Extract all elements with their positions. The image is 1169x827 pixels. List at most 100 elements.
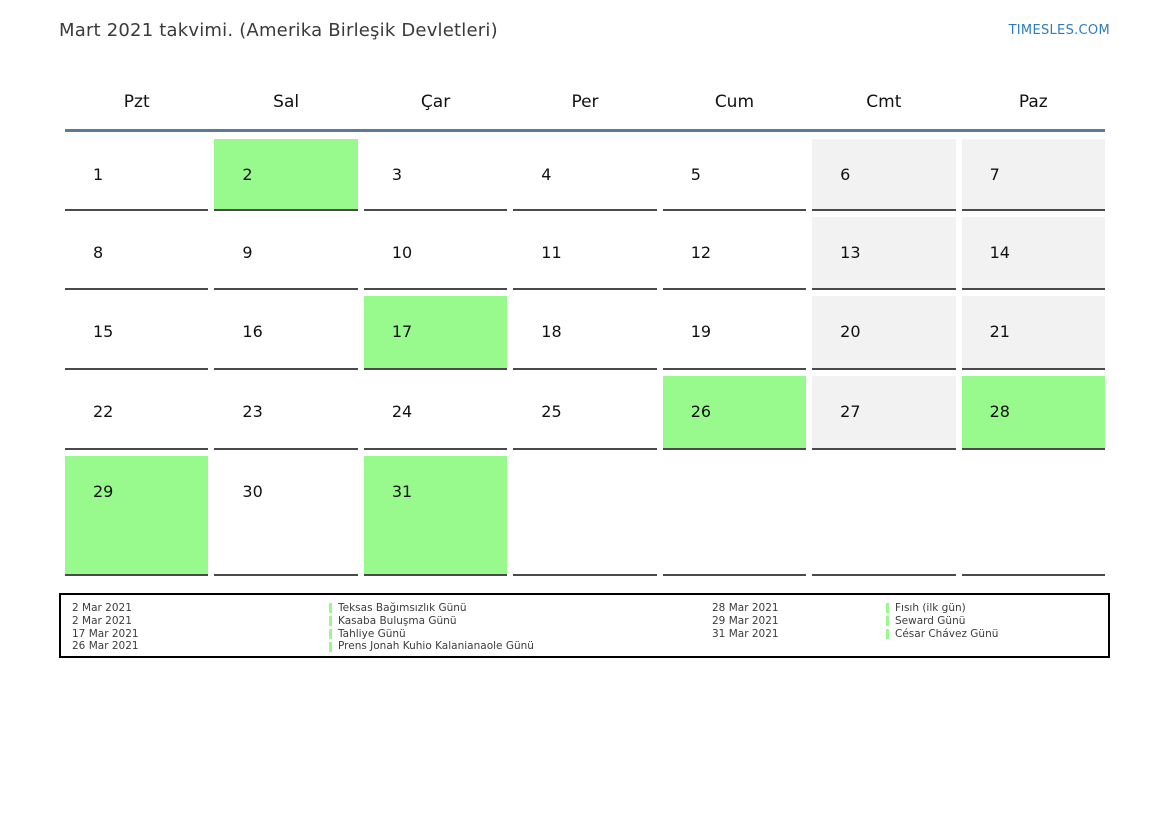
legend-holiday: Seward Günü [886, 615, 1108, 628]
legend-date: 29 Mar 2021 [712, 614, 779, 627]
holiday-marker-icon [329, 628, 332, 639]
day-header: Per [571, 92, 599, 112]
day-number: 10 [391, 243, 413, 262]
month-calendar: Pzt Sal Çar Per Cum Cmt Paz 1 2 3 4 5 6 7 8 9 10 11 12 13 1… [65, 82, 1105, 576]
day-cell: 16 [214, 296, 358, 370]
day-cell: 22 [65, 376, 209, 450]
legend-holiday: Prens Jonah Kuhio Kalanianaole Günü [329, 640, 712, 653]
legend-date: 26 Mar 2021 [72, 640, 139, 653]
day-cell: 15 [65, 296, 209, 370]
legend-date: 28 Mar 2021 [712, 602, 779, 614]
day-number: 29 [93, 482, 114, 501]
legend-holiday: Tahliye Günü [329, 628, 712, 641]
day-cell: 31 [363, 456, 508, 576]
day-cell: 25 [513, 376, 657, 450]
legend-holiday: Fısıh (ilk gün) [886, 602, 1108, 615]
day-cell: 5 [662, 139, 807, 211]
day-number: 12 [690, 243, 712, 262]
empty-cell [961, 456, 1105, 576]
day-number: 11 [541, 243, 562, 262]
legend-date: 31 Mar 2021 [712, 627, 779, 640]
day-number: 13 [840, 243, 861, 262]
day-number: 5 [690, 165, 701, 184]
legend-date-column: 28 Mar 2021 29 Mar 2021 31 Mar 2021 [712, 602, 886, 653]
day-number: 14 [989, 243, 1010, 262]
page-title: Mart 2021 takvimi. (Amerika Birleşik Dev… [59, 20, 498, 41]
day-number: 25 [541, 402, 562, 421]
legend-holiday-name: Kasaba Buluşma Günü [338, 614, 457, 627]
holiday-marker-icon [329, 616, 332, 627]
day-header: Cmt [866, 92, 902, 112]
legend-date: 2 Mar 2021 [72, 602, 132, 614]
holiday-marker-icon [329, 641, 332, 652]
day-header: Çar [420, 92, 451, 112]
header-divider [65, 129, 1105, 132]
brand-link[interactable]: TIMESLES.COM [1008, 23, 1110, 38]
holiday-marker-icon [886, 628, 889, 639]
day-header: Paz [1018, 92, 1048, 112]
legend-holiday-name: Fısıh (ilk gün) [895, 602, 966, 614]
day-cell: 17 [363, 296, 508, 370]
day-number: 26 [690, 402, 712, 421]
day-number: 23 [242, 402, 263, 421]
day-number: 18 [541, 322, 562, 341]
legend-date: 2 Mar 2021 [72, 614, 132, 627]
day-cell: 24 [363, 376, 508, 450]
legend-holiday: César Chávez Günü [886, 628, 1108, 641]
day-cell: 20 [812, 296, 956, 370]
day-number: 19 [690, 322, 712, 341]
legend-holiday-column: Teksas Bağımsızlık Günü Kasaba Buluşma Gü… [329, 602, 712, 653]
legend-holiday-name: Tahliye Günü [338, 627, 406, 640]
day-cell: 30 [214, 456, 358, 576]
day-number: 1 [93, 165, 104, 184]
day-cell: 3 [363, 139, 508, 211]
legend-date-column: 2 Mar 2021 2 Mar 2021 17 Mar 2021 26 Mar 20… [72, 602, 329, 653]
legend-holiday-column: Fısıh (ilk gün) Seward Günü César Chávez G… [886, 602, 1108, 653]
day-number: 3 [391, 165, 403, 184]
legend-holiday-name: César Chávez Günü [895, 627, 999, 640]
day-cell: 18 [513, 296, 657, 370]
day-number: 31 [391, 482, 413, 501]
day-number: 28 [989, 402, 1010, 421]
day-grid: 1 2 3 4 5 6 7 8 9 10 11 12 13 14 15 16 17 18 19 20 21 22 23 24 2… [65, 139, 1105, 576]
day-number: 16 [242, 322, 263, 341]
day-number: 20 [840, 322, 861, 341]
holiday-marker-icon [886, 616, 889, 627]
legend-date: 17 Mar 2021 [72, 627, 139, 640]
day-number: 7 [989, 165, 1000, 184]
day-header-row: Pzt Sal Çar Per Cum Cmt Paz [65, 82, 1105, 122]
day-cell: 9 [214, 217, 358, 290]
day-number: 6 [840, 165, 851, 184]
empty-cell [513, 456, 657, 576]
day-number: 9 [242, 243, 253, 262]
legend-holiday: Teksas Bağımsızlık Günü [329, 602, 712, 615]
day-cell: 14 [961, 217, 1105, 290]
day-cell: 6 [812, 139, 956, 211]
day-cell: 27 [812, 376, 956, 450]
day-cell: 1 [65, 139, 209, 211]
page-header: Mart 2021 takvimi. (Amerika Birleşik Dev… [59, 20, 1110, 41]
day-number: 8 [93, 243, 104, 262]
legend-holiday: Kasaba Buluşma Günü [329, 615, 712, 628]
legend-holiday-name: Seward Günü [895, 614, 966, 627]
day-number: 15 [93, 322, 114, 341]
day-number: 22 [93, 402, 114, 421]
day-cell: 26 [662, 376, 807, 450]
day-number: 17 [391, 322, 413, 341]
day-header: Sal [273, 92, 300, 112]
day-cell: 10 [363, 217, 508, 290]
day-number: 2 [242, 165, 253, 184]
legend-holiday-name: Prens Jonah Kuhio Kalanianaole Günü [338, 640, 534, 653]
day-number: 24 [391, 402, 413, 421]
day-cell: 28 [961, 376, 1105, 450]
day-cell: 13 [812, 217, 956, 290]
day-cell: 29 [65, 456, 209, 576]
day-number: 27 [840, 402, 861, 421]
day-header: Cum [714, 92, 755, 112]
day-cell: 7 [961, 139, 1105, 211]
day-number: 21 [989, 322, 1010, 341]
day-cell: 4 [513, 139, 657, 211]
day-cell: 11 [513, 217, 657, 290]
empty-cell [662, 456, 807, 576]
day-cell: 12 [662, 217, 807, 290]
